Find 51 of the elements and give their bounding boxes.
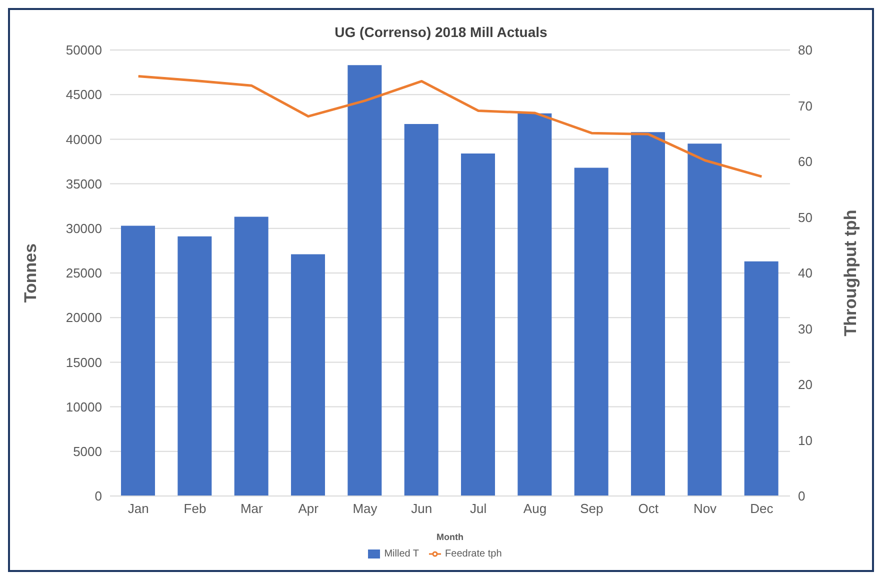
bar [404, 124, 438, 496]
y2-tick-label: 80 [798, 42, 812, 58]
legend-label: Milled T [384, 548, 420, 560]
x-tick-label: Nov [693, 501, 718, 516]
y-tick-label: 15000 [66, 354, 102, 370]
y-tick-label: 50000 [66, 42, 102, 58]
x-axis-title: Month [436, 532, 464, 542]
bar [631, 132, 665, 496]
x-tick-label: May [352, 501, 378, 516]
bar [744, 261, 778, 496]
bar [688, 144, 722, 496]
y-tick-label: 45000 [66, 87, 102, 102]
bar [178, 236, 212, 496]
legend-label: Feedrate tph [445, 548, 502, 560]
bar [348, 65, 382, 496]
y2-tick-label: 70 [798, 98, 812, 114]
bar [291, 254, 325, 496]
y-tick-label: 20000 [66, 310, 102, 326]
y2-tick-label: 40 [798, 266, 812, 281]
chart-title: UG (Correnso) 2018 Mill Actuals [334, 24, 548, 40]
x-tick-label: Jan [128, 501, 149, 516]
x-tick-label: Jun [411, 501, 432, 516]
y-tick-label: 10000 [66, 399, 102, 414]
bar [574, 168, 608, 496]
y2-axis-title: Throughput tph [841, 210, 860, 336]
x-tick-label: Jul [470, 501, 487, 516]
y2-tick-label: 60 [798, 154, 812, 170]
x-tick-label: Aug [523, 501, 547, 516]
y-tick-label: 25000 [66, 266, 102, 281]
y2-tick-label: 0 [798, 488, 806, 504]
bar [461, 153, 495, 496]
y2-tick-label: 10 [798, 432, 812, 448]
x-tick-label: Sep [580, 501, 604, 516]
y-tick-label: 40000 [66, 132, 102, 147]
line-series [137, 74, 763, 178]
y-tick-label: 35000 [66, 176, 102, 192]
x-tick-label: Oct [638, 501, 659, 516]
y2-tick-label: 20 [798, 377, 812, 392]
x-tick-label: Feb [184, 501, 206, 516]
y2-tick-label: 50 [798, 210, 812, 225]
x-tick-label: Mar [240, 501, 264, 516]
y-tick-label: 5000 [73, 444, 102, 460]
y-tick-label: 30000 [66, 221, 102, 236]
y-tick-label: 0 [94, 488, 102, 504]
x-tick-label: Apr [298, 501, 320, 516]
bar [234, 216, 268, 496]
y-axis-title: Tonnes [21, 243, 40, 303]
bar [518, 113, 552, 496]
bar [121, 226, 155, 496]
y2-tick-label: 30 [798, 321, 812, 336]
x-tick-label: Dec [750, 501, 774, 516]
